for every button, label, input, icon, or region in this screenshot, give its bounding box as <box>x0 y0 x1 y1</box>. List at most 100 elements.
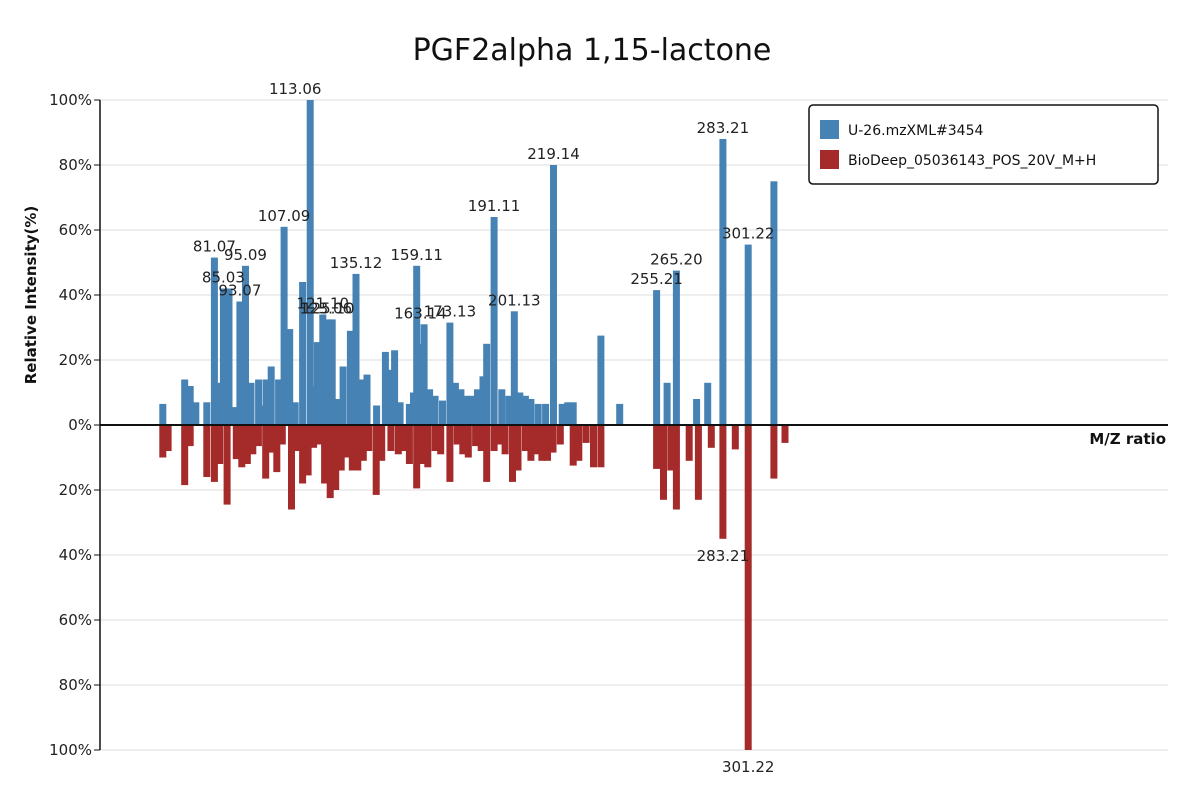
bar-bottom <box>186 425 194 447</box>
bar-top <box>457 389 465 426</box>
bar-top <box>416 343 424 426</box>
bar-top <box>247 382 255 426</box>
bar-bottom <box>164 425 172 451</box>
bar-bottom <box>293 425 301 451</box>
peak-label: 301.22 <box>722 758 775 776</box>
bar-top <box>280 226 288 426</box>
bar-bottom <box>527 425 535 461</box>
bar-top <box>373 405 381 425</box>
bar-top <box>334 399 341 425</box>
bar-bottom <box>365 425 373 451</box>
bar-bottom <box>446 425 454 482</box>
peak-label: 121.10 <box>297 295 350 313</box>
bar-bottom <box>378 425 386 461</box>
y-tick-label: 40% <box>59 286 92 304</box>
y-tick-label: 80% <box>59 156 92 174</box>
bar-bottom <box>348 425 356 471</box>
bar-top <box>405 403 413 425</box>
bar-bottom <box>405 425 413 464</box>
bar-top <box>770 181 778 426</box>
bar-bottom <box>418 425 426 464</box>
peak-label: 93.07 <box>218 282 261 300</box>
peak-label: 163.14 <box>394 304 447 322</box>
x-axis-label: M/Z ratio <box>1089 430 1166 448</box>
bar-top <box>255 379 263 425</box>
bar-bottom <box>288 425 295 510</box>
bar-bottom <box>532 425 540 455</box>
bar-top <box>704 382 712 426</box>
bar-top <box>462 395 470 426</box>
bar-bottom <box>744 425 752 750</box>
bar-top <box>431 395 439 426</box>
y-tick-label: 100% <box>49 741 92 759</box>
bar-bottom <box>437 425 445 455</box>
bar-bottom <box>232 425 240 460</box>
bar-top <box>306 100 314 425</box>
bar-top <box>363 374 371 425</box>
bar-top <box>672 270 680 425</box>
y-tick-label: 60% <box>59 221 92 239</box>
bar-bottom <box>354 425 362 471</box>
bar-bottom <box>243 425 251 464</box>
peak-label: 265.20 <box>650 251 703 269</box>
top-series-bars <box>159 100 778 426</box>
bar-top <box>159 403 167 425</box>
legend-swatch-top <box>820 120 839 139</box>
bar-top <box>381 351 389 425</box>
bar-top <box>203 402 211 426</box>
legend-box <box>808 104 1159 185</box>
bar-bottom <box>359 425 367 461</box>
bar-bottom <box>707 425 715 448</box>
bar-bottom <box>569 425 577 466</box>
bar-bottom <box>521 425 529 451</box>
bar-bottom <box>549 425 557 453</box>
bar-bottom <box>597 425 605 468</box>
peak-label: 191.11 <box>468 197 521 215</box>
bar-top <box>542 403 550 425</box>
bar-bottom <box>660 425 667 500</box>
chart-title: PGF2alpha 1,15-lactone <box>413 33 772 68</box>
bar-bottom <box>459 425 467 455</box>
bar-bottom <box>514 425 522 471</box>
peak-label: 219.14 <box>527 145 580 163</box>
bar-top <box>468 395 476 426</box>
bar-bottom <box>394 425 402 455</box>
peak-label: 135.12 <box>330 254 383 272</box>
bar-bottom <box>249 425 257 455</box>
bar-bottom <box>310 425 318 448</box>
bar-top <box>744 244 752 425</box>
bar-top <box>358 379 366 425</box>
bar-bottom <box>575 425 583 461</box>
bar-top <box>516 392 524 425</box>
bar-bottom <box>477 425 485 451</box>
legend-label-bottom: BioDeep_05036143_POS_20V_M+H <box>848 153 1096 169</box>
bar-top <box>275 379 283 425</box>
bar-bottom <box>181 425 189 486</box>
bar-top <box>521 395 529 426</box>
peak-label: 301.22 <box>722 225 775 243</box>
bar-bottom <box>267 425 275 453</box>
bar-bottom <box>273 425 281 473</box>
bar-top <box>446 322 454 425</box>
bar-top <box>192 402 200 426</box>
bar-bottom <box>509 425 516 482</box>
bar-top <box>319 314 327 425</box>
bar-bottom <box>262 425 270 479</box>
bar-bottom <box>299 425 307 484</box>
y-axis-label: Relative Intensity(%) <box>22 206 40 385</box>
bar-top <box>534 403 542 425</box>
bar-bottom <box>582 425 590 443</box>
bar-top <box>505 395 513 426</box>
bar-top <box>216 382 224 426</box>
bar-bottom <box>332 425 340 490</box>
bar-bottom <box>556 425 564 445</box>
bar-top <box>286 329 294 425</box>
bar-top <box>550 165 557 425</box>
bar-top <box>210 257 218 425</box>
bar-top <box>291 402 299 426</box>
bar-top <box>420 324 428 426</box>
bar-top <box>479 376 487 426</box>
bar-top <box>451 382 459 426</box>
y-tick-labels: 0% 20% 20% 40% 40% 60% 60% 80% 80% 100% 100% <box>49 91 92 759</box>
bar-top <box>693 399 701 425</box>
